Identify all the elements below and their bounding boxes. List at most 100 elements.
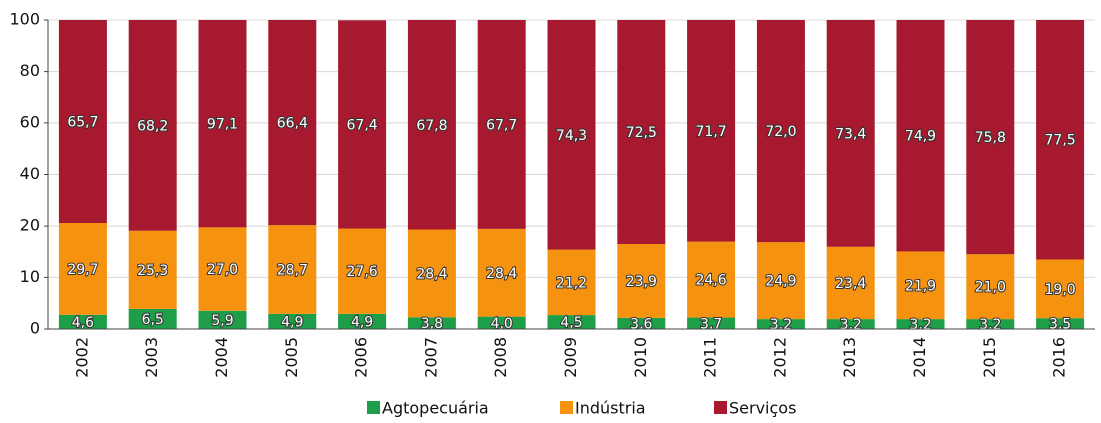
data-label: 4,0 [491,316,513,332]
legend-swatch [367,401,380,414]
x-tick-label: 2003 [142,337,161,378]
data-label: 3,2 [979,317,1001,333]
data-label: 21,9 [905,278,936,294]
y-tick-label: 10 [20,267,40,286]
data-label: 24,9 [765,274,796,290]
data-label: 28,4 [416,266,447,282]
bar-segment [756,319,805,329]
y-tick-label: 80 [20,61,40,80]
bar-segment [407,317,456,329]
bar-segment [687,241,736,318]
bar-segment [338,20,387,229]
x-tick-label: 2005 [282,337,301,378]
data-label: 3,6 [630,316,652,332]
bar-segment [617,20,666,245]
bar-segment [198,227,247,311]
data-label: 3,8 [421,316,443,332]
bar-segment [1036,20,1085,260]
data-label: 75,8 [975,130,1006,146]
bar-segment [547,315,596,329]
x-tick-label: 2006 [352,337,371,378]
data-label: 6,5 [142,312,164,328]
bar-segment [756,242,805,320]
data-label: 72,0 [765,124,796,140]
bar-segment [966,20,1015,255]
data-label: 23,9 [626,274,657,290]
data-label: 4,9 [281,314,303,330]
bar-segment [128,230,177,309]
bar-segment [547,249,596,316]
data-label: 24,6 [696,273,727,289]
legend-label: Agtopecuária [382,399,489,418]
x-tick-label: 2014 [910,337,929,378]
data-label: 28,7 [277,263,308,279]
y-tick-label: 20 [20,216,40,235]
data-label: 21,2 [556,275,587,291]
data-label: 4,9 [351,314,373,330]
data-label: 4,5 [560,315,582,331]
bar-segment [198,20,247,228]
data-label: 21,0 [975,280,1006,296]
bar-segment [477,20,526,229]
bar-segment [407,20,456,230]
bar-segment [547,20,596,250]
data-label: 3,2 [770,317,792,333]
y-tick-label: 100 [9,10,40,29]
bar-segment [617,317,666,329]
bar-segment [687,20,736,242]
bar-segment [338,228,387,314]
y-tick-label: 60 [20,112,40,131]
bar-segment [477,228,526,317]
x-tick-label: 2011 [701,337,720,378]
x-tick-label: 2015 [980,337,999,378]
bar-segment [1036,318,1085,329]
bar-segment [896,251,945,320]
bar-segment [826,246,875,320]
bar-segment [58,223,107,315]
data-label: 27,0 [207,262,238,278]
data-label: 4,6 [72,315,94,331]
data-label: 71,7 [696,124,727,140]
bar-segment [58,20,107,224]
data-label: 66,4 [277,116,308,132]
data-label: 28,4 [486,266,517,282]
bar-segment [966,254,1015,320]
x-tick-label: 2012 [770,337,789,378]
x-tick-label: 2007 [421,337,440,378]
x-tick-label: 2009 [561,337,580,378]
data-label: 19,0 [1045,282,1076,298]
data-label: 67,8 [416,118,447,134]
data-label: 5,9 [211,313,233,329]
bar-segment [756,20,805,243]
bar-segment [826,20,875,247]
bar-segment [826,319,875,329]
x-tick-label: 2004 [212,337,231,378]
bar-segment [896,20,945,252]
data-label: 29,7 [67,262,98,278]
data-label: 23,4 [835,276,866,292]
bar-segment [198,310,247,329]
bar-segment [268,313,317,329]
x-tick-label: 2010 [631,337,650,378]
data-labels: 4,6 29,7 65,7 6,5 25,3 68,2 5,9 27,0 97,1 4,9 28,7… [66,114,1076,333]
data-label: 97,1 [207,117,238,133]
bars [58,20,1085,329]
x-tick-label: 2016 [1050,337,1069,378]
data-label: 73,4 [835,126,866,142]
legend-swatch [560,401,573,414]
bar-segment [268,20,317,226]
data-label: 27,6 [347,264,378,280]
bar-segment [128,20,177,231]
x-tick-label: 2013 [840,337,859,378]
data-label: 67,7 [486,117,517,133]
data-label: 74,3 [556,128,587,144]
legend-label: Indústria [575,399,646,418]
bar-segment [407,229,456,318]
x-tick-label: 2002 [72,337,91,378]
bar-segment [58,314,107,329]
bar-segment [268,225,317,314]
data-label: 3,2 [909,317,931,333]
bar-segment [966,319,1015,329]
data-label: 3,2 [840,317,862,333]
